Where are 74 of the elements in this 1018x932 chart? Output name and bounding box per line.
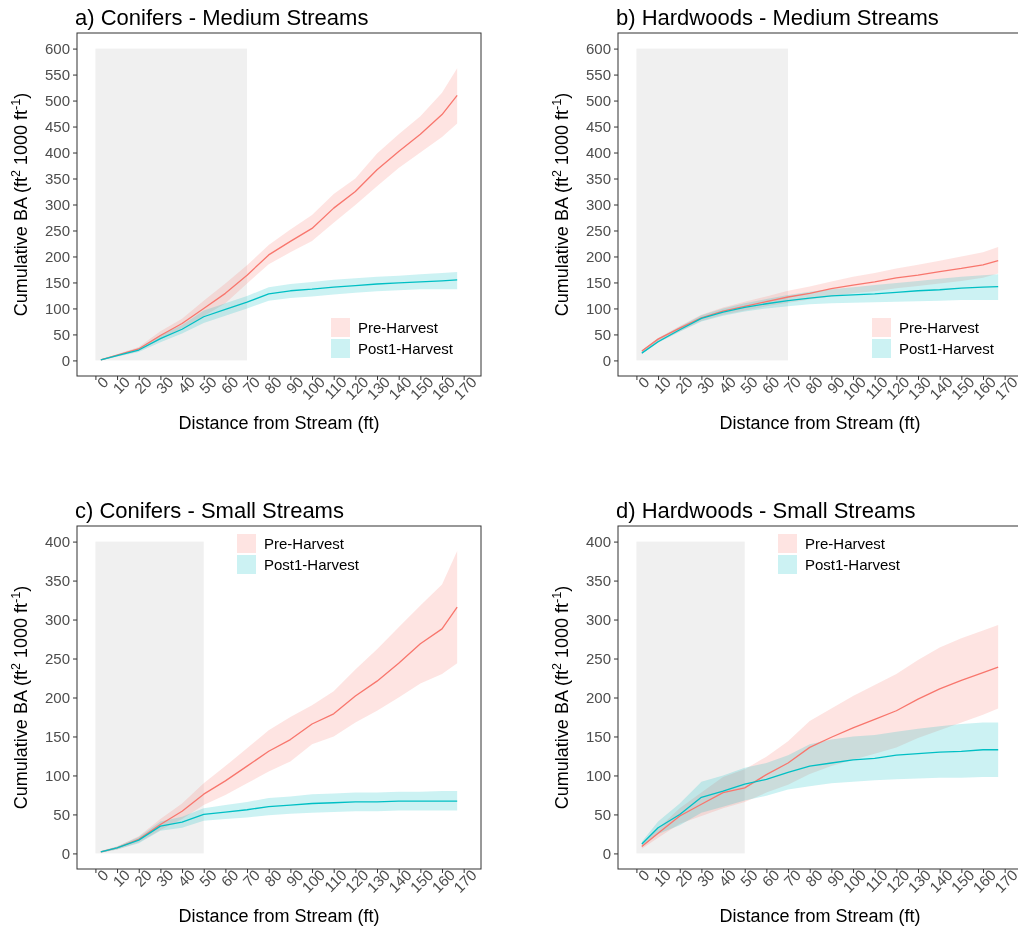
y-tick-label: 50	[594, 805, 611, 823]
y-tick-label: 350	[585, 571, 611, 589]
chart-title: b) Hardwoods - Medium Streams	[616, 5, 939, 30]
y-tick-label: 500	[44, 91, 70, 109]
legend-label: Post1-Harvest	[899, 340, 995, 357]
y-tick-label: 200	[44, 688, 70, 706]
x-axis-title: Distance from Stream (ft)	[719, 906, 921, 926]
chart-title: a) Conifers - Medium Streams	[75, 5, 369, 30]
y-tick-label: 400	[44, 143, 70, 161]
x-tick-label: 30	[152, 373, 177, 397]
y-tick-label: 50	[53, 805, 70, 823]
y-tick-label: 300	[585, 610, 611, 628]
x-tick-label: 60	[758, 373, 783, 397]
y-tick-label: 150	[44, 727, 70, 745]
chart-title: c) Conifers - Small Streams	[75, 498, 344, 523]
x-axis-title: Distance from Stream (ft)	[178, 906, 380, 926]
x-tick-label: 0	[93, 373, 112, 392]
x-tick-label: 30	[693, 373, 718, 397]
legend-label: Pre-Harvest	[899, 319, 980, 336]
line-series	[641, 749, 999, 845]
y-tick-label: 550	[44, 65, 70, 83]
y-tick-label: 150	[585, 727, 611, 745]
y-tick-label: 100	[585, 766, 611, 784]
legend-label: Post1-Harvest	[358, 340, 454, 357]
y-tick-label: 200	[585, 247, 611, 265]
x-tick-label: 60	[217, 866, 242, 890]
chart-title: d) Hardwoods - Small Streams	[616, 498, 916, 523]
y-tick-label: 450	[585, 117, 611, 135]
y-tick-label: 50	[594, 325, 611, 343]
legend-label: Post1-Harvest	[264, 556, 360, 573]
y-tick-label: 200	[44, 247, 70, 265]
y-tick-label: 150	[585, 273, 611, 291]
x-tick-label: 0	[93, 866, 112, 885]
y-tick-label: 150	[44, 273, 70, 291]
y-tick-label: 400	[44, 532, 70, 550]
x-tick-label: 60	[217, 373, 242, 397]
y-tick-label: 250	[44, 221, 70, 239]
x-tick-label: 30	[152, 866, 177, 890]
legend-label: Pre-Harvest	[805, 535, 886, 552]
y-tick-label: 300	[585, 195, 611, 213]
x-tick-label: 60	[758, 866, 783, 890]
y-tick-label: 400	[585, 143, 611, 161]
y-tick-label: 300	[44, 610, 70, 628]
y-tick-label: 450	[44, 117, 70, 135]
y-tick-label: 550	[585, 65, 611, 83]
y-tick-label: 100	[585, 299, 611, 317]
y-tick-label: 100	[44, 766, 70, 784]
y-tick-label: 0	[61, 351, 70, 369]
y-tick-label: 350	[44, 571, 70, 589]
x-axis-title: Distance from Stream (ft)	[719, 413, 921, 433]
y-tick-label: 0	[602, 844, 611, 862]
legend-label: Post1-Harvest	[805, 556, 901, 573]
y-tick-label: 250	[44, 649, 70, 667]
x-tick-label: 30	[693, 866, 718, 890]
y-tick-label: 250	[585, 221, 611, 239]
legend-label: Pre-Harvest	[264, 535, 345, 552]
y-tick-label: 50	[53, 325, 70, 343]
y-tick-label: 600	[44, 39, 70, 57]
y-tick-label: 500	[585, 91, 611, 109]
y-tick-label: 400	[585, 532, 611, 550]
y-tick-label: 350	[44, 169, 70, 187]
x-tick-label: 0	[634, 866, 653, 885]
y-tick-label: 0	[61, 844, 70, 862]
y-tick-label: 350	[585, 169, 611, 187]
y-tick-label: 0	[602, 351, 611, 369]
x-tick-label: 0	[634, 373, 653, 392]
x-axis-title: Distance from Stream (ft)	[178, 413, 380, 433]
y-tick-label: 200	[585, 688, 611, 706]
y-tick-label: 250	[585, 649, 611, 667]
y-tick-label: 100	[44, 299, 70, 317]
y-tick-label: 300	[44, 195, 70, 213]
line-series	[641, 666, 999, 848]
legend-label: Pre-Harvest	[358, 319, 439, 336]
y-tick-label: 600	[585, 39, 611, 57]
